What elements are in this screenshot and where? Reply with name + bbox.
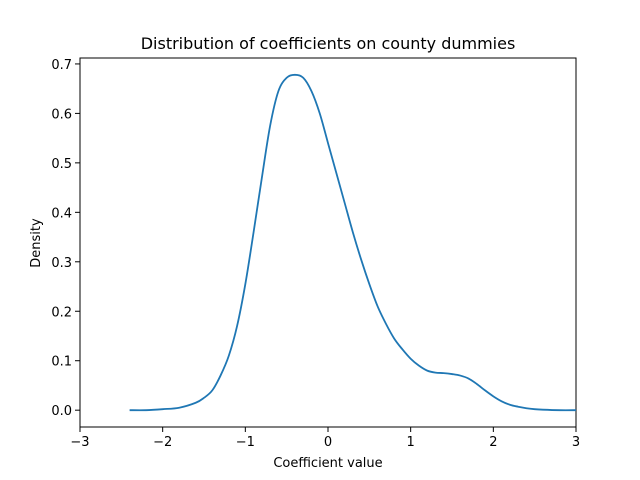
x-tick-label: 2 <box>489 435 497 450</box>
plot-area: −3 −2 −1 0 1 2 3 0.0 0.1 0.2 0.3 0.4 0.5 0.6 0.7 <box>51 57 580 450</box>
y-tick-label: 0.5 <box>51 157 72 172</box>
plot-frame <box>79 57 577 428</box>
y-tick-label: 0.0 <box>51 404 72 419</box>
y-tick-label: 0.7 <box>51 58 72 73</box>
y-axis: 0.0 0.1 0.2 0.3 0.4 0.5 0.6 0.7 <box>51 58 80 419</box>
y-tick-label: 0.1 <box>51 355 72 370</box>
density-line <box>129 73 577 412</box>
y-tick-label: 0.3 <box>51 256 72 271</box>
x-tick-label: 3 <box>572 435 580 450</box>
series-layer <box>129 73 577 412</box>
x-tick-label: −1 <box>236 435 255 450</box>
x-tick-label: 0 <box>324 435 332 450</box>
y-axis-label: Density <box>29 218 44 268</box>
chart-title: Distribution of coefficients on county d… <box>141 34 516 53</box>
x-axis: −3 −2 −1 0 1 2 3 <box>70 427 580 450</box>
y-tick-label: 0.6 <box>51 107 72 122</box>
x-tick-label: 1 <box>407 435 415 450</box>
x-axis-label: Coefficient value <box>273 456 382 471</box>
y-tick-label: 0.4 <box>51 206 72 221</box>
x-tick-label: −3 <box>70 435 89 450</box>
x-tick-label: −2 <box>153 435 172 450</box>
y-tick-label: 0.2 <box>51 305 72 320</box>
